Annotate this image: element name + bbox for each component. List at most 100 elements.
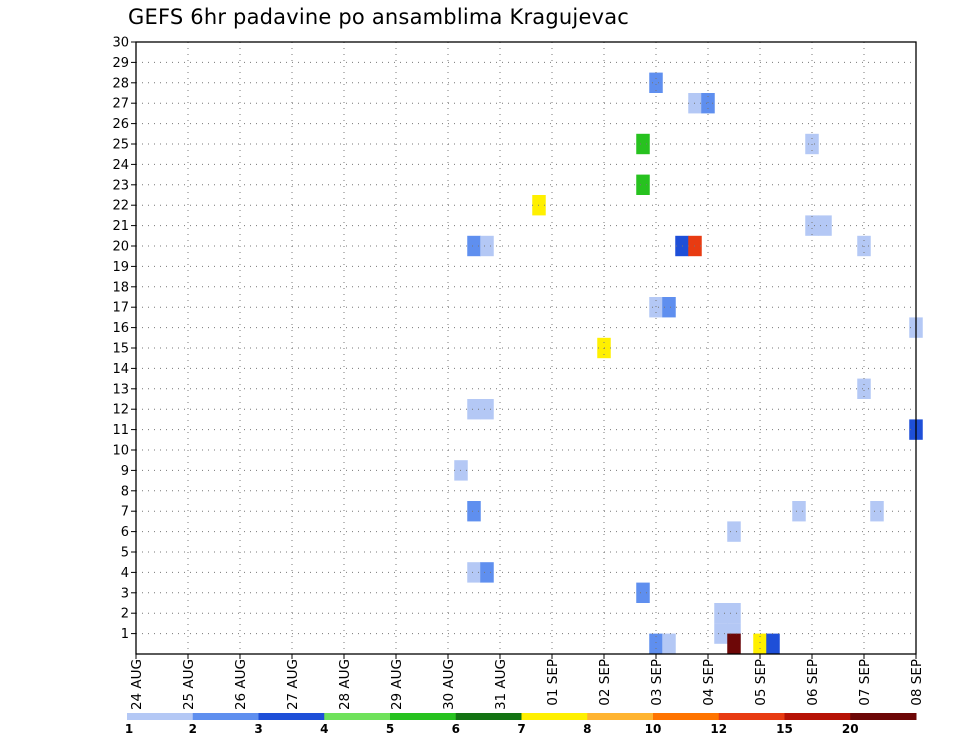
x-tick-label: 01 SEP: [545, 659, 561, 706]
data-cell: [480, 235, 494, 257]
data-cell: [753, 633, 767, 654]
x-tick-label: 08 SEP: [909, 659, 925, 706]
y-tick-label: 7: [121, 505, 129, 520]
legend-label: 20: [842, 722, 859, 736]
y-tick-label: 27: [112, 97, 129, 112]
data-cell: [857, 378, 871, 399]
legend-label: 4: [320, 722, 328, 736]
y-tick-label: 2: [121, 607, 129, 622]
y-tick-label: 20: [112, 240, 129, 255]
x-tick-label: 30 AUG: [441, 659, 457, 710]
x-tick-label: 03 SEP: [649, 659, 665, 706]
legend-swatch: [455, 713, 522, 720]
data-cell: [649, 297, 663, 318]
data-cell: [480, 399, 494, 420]
legend-swatch: [127, 713, 194, 720]
y-tick-label: 6: [121, 525, 129, 540]
data-cell: [467, 235, 481, 257]
data-cell: [480, 562, 494, 583]
data-cell: [467, 562, 481, 583]
x-tick-label: 31 AUG: [493, 659, 509, 710]
data-cell: [649, 72, 663, 93]
y-tick-label: 19: [112, 260, 129, 275]
legend-swatch: [258, 713, 325, 720]
x-tick-label: 05 SEP: [753, 659, 769, 706]
legend-label: 10: [645, 722, 662, 736]
y-tick-label: 18: [112, 280, 129, 295]
legend-swatch: [784, 713, 851, 720]
data-cell: [727, 603, 741, 624]
legend-swatch: [324, 713, 391, 720]
x-tick-label: 29 AUG: [389, 659, 405, 710]
data-cell: [792, 501, 806, 522]
data-cell: [467, 399, 481, 420]
legend-swatch: [390, 713, 457, 720]
legend-label: 7: [517, 722, 525, 736]
legend-swatch: [587, 713, 654, 720]
y-tick-label: 21: [112, 219, 129, 234]
y-tick-label: 25: [112, 138, 129, 153]
x-tick-label: 24 AUG: [129, 659, 145, 710]
data-cell: [636, 174, 650, 195]
x-tick-label: 04 SEP: [701, 659, 717, 706]
x-tick-label: 28 AUG: [337, 659, 353, 710]
legend-label: 2: [189, 722, 197, 736]
data-cell: [805, 215, 819, 236]
y-tick-label: 16: [112, 321, 129, 336]
data-cell: [636, 133, 650, 155]
y-tick-label: 9: [121, 464, 129, 479]
data-cell: [714, 603, 728, 624]
x-tick-label: 07 SEP: [857, 659, 873, 706]
y-tick-label: 30: [112, 36, 129, 51]
chart-title: GEFS 6hr padavine po ansamblima Kragujev…: [128, 5, 630, 29]
y-tick-label: 10: [112, 444, 129, 459]
data-cell: [714, 623, 728, 644]
data-cell: [727, 633, 741, 654]
legend-label: 6: [452, 722, 460, 736]
legend-swatch: [850, 713, 917, 720]
data-cell: [870, 501, 884, 522]
legend-label: 1: [125, 722, 133, 736]
y-tick-label: 24: [112, 158, 129, 173]
data-cell: [818, 215, 832, 236]
y-tick-label: 1: [121, 627, 129, 642]
y-tick-label: 13: [112, 382, 129, 397]
x-tick-label: 25 AUG: [181, 659, 197, 710]
legend-swatch: [653, 713, 720, 720]
y-tick-label: 26: [112, 117, 129, 132]
data-cell: [649, 633, 663, 654]
data-cell: [727, 521, 741, 542]
y-tick-label: 22: [112, 199, 129, 214]
data-cell: [662, 297, 676, 318]
legend-swatch: [192, 713, 259, 720]
y-tick-label: 5: [121, 546, 129, 561]
y-tick-label: 23: [112, 178, 129, 193]
y-tick-label: 8: [121, 484, 129, 499]
x-tick-label: 06 SEP: [805, 659, 821, 706]
data-cell: [701, 93, 715, 114]
legend-label: 8: [583, 722, 591, 736]
x-tick-label: 02 SEP: [597, 659, 613, 706]
legend-label: 15: [776, 722, 793, 736]
y-tick-label: 29: [112, 56, 129, 71]
y-tick-label: 15: [112, 342, 129, 357]
y-tick-label: 3: [121, 586, 129, 601]
legend-swatch: [718, 713, 785, 720]
y-tick-label: 28: [112, 76, 129, 91]
legend-swatch: [521, 713, 588, 720]
data-cell: [636, 582, 650, 603]
x-tick-label: 26 AUG: [233, 659, 249, 710]
x-tick-label: 27 AUG: [285, 659, 301, 710]
data-cell: [766, 633, 780, 654]
y-tick-label: 14: [112, 362, 129, 377]
legend-label: 3: [254, 722, 262, 736]
data-cell: [467, 501, 481, 522]
legend-label: 12: [710, 722, 727, 736]
data-cell: [662, 633, 676, 654]
y-tick-label: 12: [112, 403, 129, 418]
y-tick-label: 11: [112, 423, 129, 438]
y-tick-label: 4: [121, 566, 129, 581]
y-tick-label: 17: [112, 301, 129, 316]
legend-label: 5: [386, 722, 394, 736]
